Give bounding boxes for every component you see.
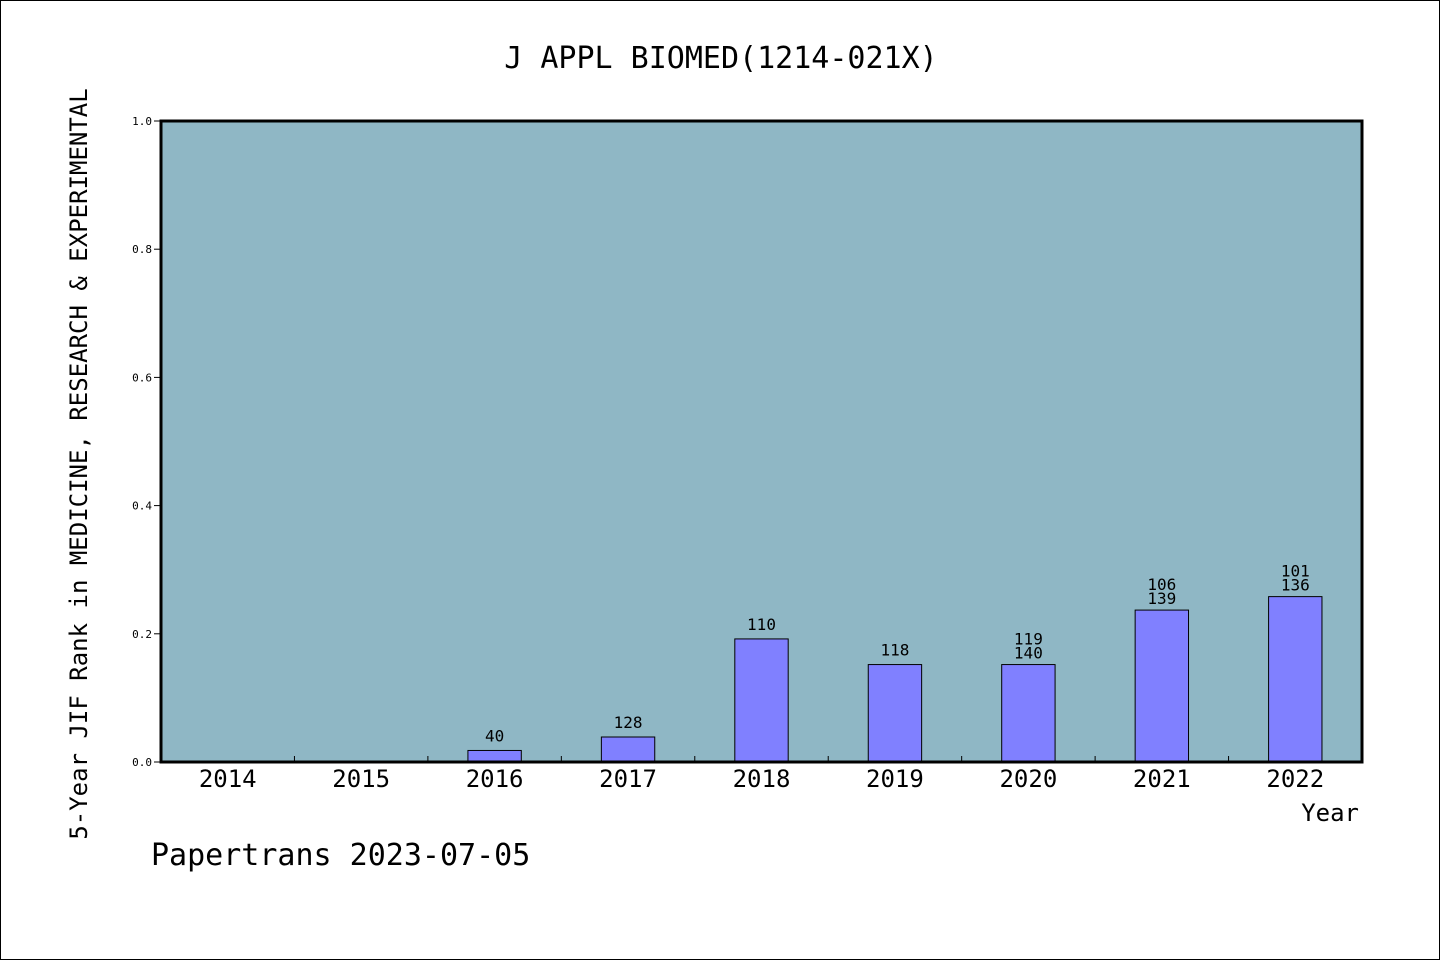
footer-text: Papertrans 2023-07-05 xyxy=(151,838,530,873)
x-axis-label: Year xyxy=(1301,799,1359,827)
bar-data-label: 136 xyxy=(1281,576,1310,595)
bar-data-label: 118 xyxy=(880,641,909,660)
x-tick-label: 2021 xyxy=(1133,765,1191,793)
x-tick-label: 2016 xyxy=(466,765,524,793)
x-tick-label: 2017 xyxy=(599,765,657,793)
x-tick-label: 2022 xyxy=(1266,765,1324,793)
x-tick-label: 2019 xyxy=(866,765,924,793)
y-tick-label: 0.6 xyxy=(132,371,152,384)
bar-data-label: 110 xyxy=(747,615,776,634)
bar-2020 xyxy=(1001,664,1056,763)
chart-title: J APPL BIOMED(1214-021X) xyxy=(504,41,937,76)
bar-2016 xyxy=(467,749,522,763)
y-tick-label: 1.0 xyxy=(132,115,152,128)
y-tick-label: 0.8 xyxy=(132,243,152,256)
bar-data-label: 106 xyxy=(1147,575,1176,594)
bar-data-label: 139 xyxy=(1147,589,1176,608)
bars-group xyxy=(467,596,1323,763)
x-tick-label: 2014 xyxy=(199,765,257,793)
y-tick-label: 0.4 xyxy=(132,500,152,513)
bar-2022 xyxy=(1268,596,1323,763)
y-axis-label: 5-Year JIF Rank in MEDICINE, RESEARCH & … xyxy=(65,88,93,839)
x-tick-label: 2020 xyxy=(999,765,1057,793)
y-tick-label: 0.2 xyxy=(132,628,152,641)
bar-2019 xyxy=(867,664,923,763)
plot-border xyxy=(159,119,1364,764)
bar-2018 xyxy=(734,638,789,763)
bar-2017 xyxy=(600,736,656,763)
bar-data-label: 101 xyxy=(1281,562,1310,581)
x-axis: 2014 2015 2016 2017 2018 2019 2020 2021 2022 xyxy=(199,756,1324,793)
bar-2021 xyxy=(1134,609,1190,763)
bar-data-label: 128 xyxy=(614,713,643,732)
x-tick-label: 2015 xyxy=(332,765,390,793)
bar-data-label: 119 xyxy=(1014,630,1043,649)
bar-data-label: 40 xyxy=(485,726,504,745)
bar-data-label: 140 xyxy=(1014,644,1043,663)
y-axis: 0.0 0.2 0.4 0.6 0.8 1.0 xyxy=(132,115,161,769)
y-tick-label: 0.0 xyxy=(132,756,152,769)
x-tick-label: 2018 xyxy=(733,765,791,793)
